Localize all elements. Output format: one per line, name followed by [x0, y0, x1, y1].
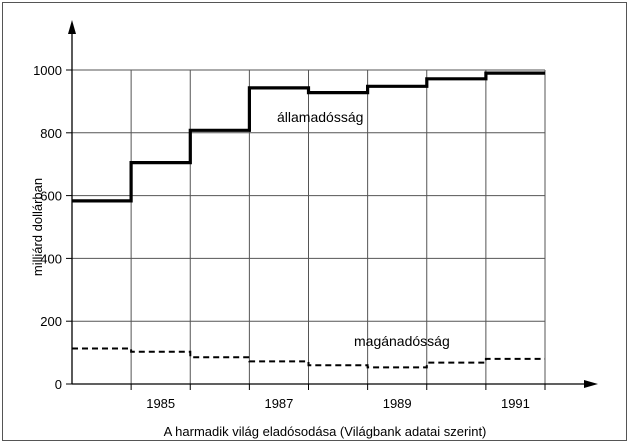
y-tick-label: 400	[40, 251, 62, 266]
x-tick-label: 1989	[383, 396, 412, 411]
y-tick-label: 1000	[33, 63, 62, 78]
y-axis-arrow	[68, 20, 76, 34]
x-tick-labels: 1985 1987 1989 1991	[146, 396, 530, 411]
axes	[66, 20, 598, 390]
y-tick-label: 200	[40, 314, 62, 329]
series-line-1	[72, 347, 545, 369]
grid	[72, 69, 546, 384]
x-tick-label: 1985	[146, 396, 175, 411]
y-tick-label: 800	[40, 126, 62, 141]
series-annotation-maganadossag: magánadósság	[354, 333, 450, 349]
x-tick-label: 1987	[264, 396, 293, 411]
series-annotation-allamadossag: államadósság	[277, 109, 363, 125]
chart-caption: A harmadik világ eladósodása (Világbank …	[164, 424, 487, 439]
y-tick-label: 600	[40, 189, 62, 204]
chart-frame	[2, 2, 627, 441]
y-axis-label: milliárd dollárban	[30, 178, 45, 276]
x-tick-label: 1991	[501, 396, 530, 411]
series-annotations: államadósság magánadósság	[277, 109, 450, 349]
series-line-0	[72, 71, 545, 203]
y-tick-label: 0	[55, 377, 62, 392]
y-tick-labels: 0 200 400 600 800 1000	[33, 63, 62, 392]
x-axis-arrow	[584, 380, 598, 388]
series-group	[72, 71, 545, 369]
